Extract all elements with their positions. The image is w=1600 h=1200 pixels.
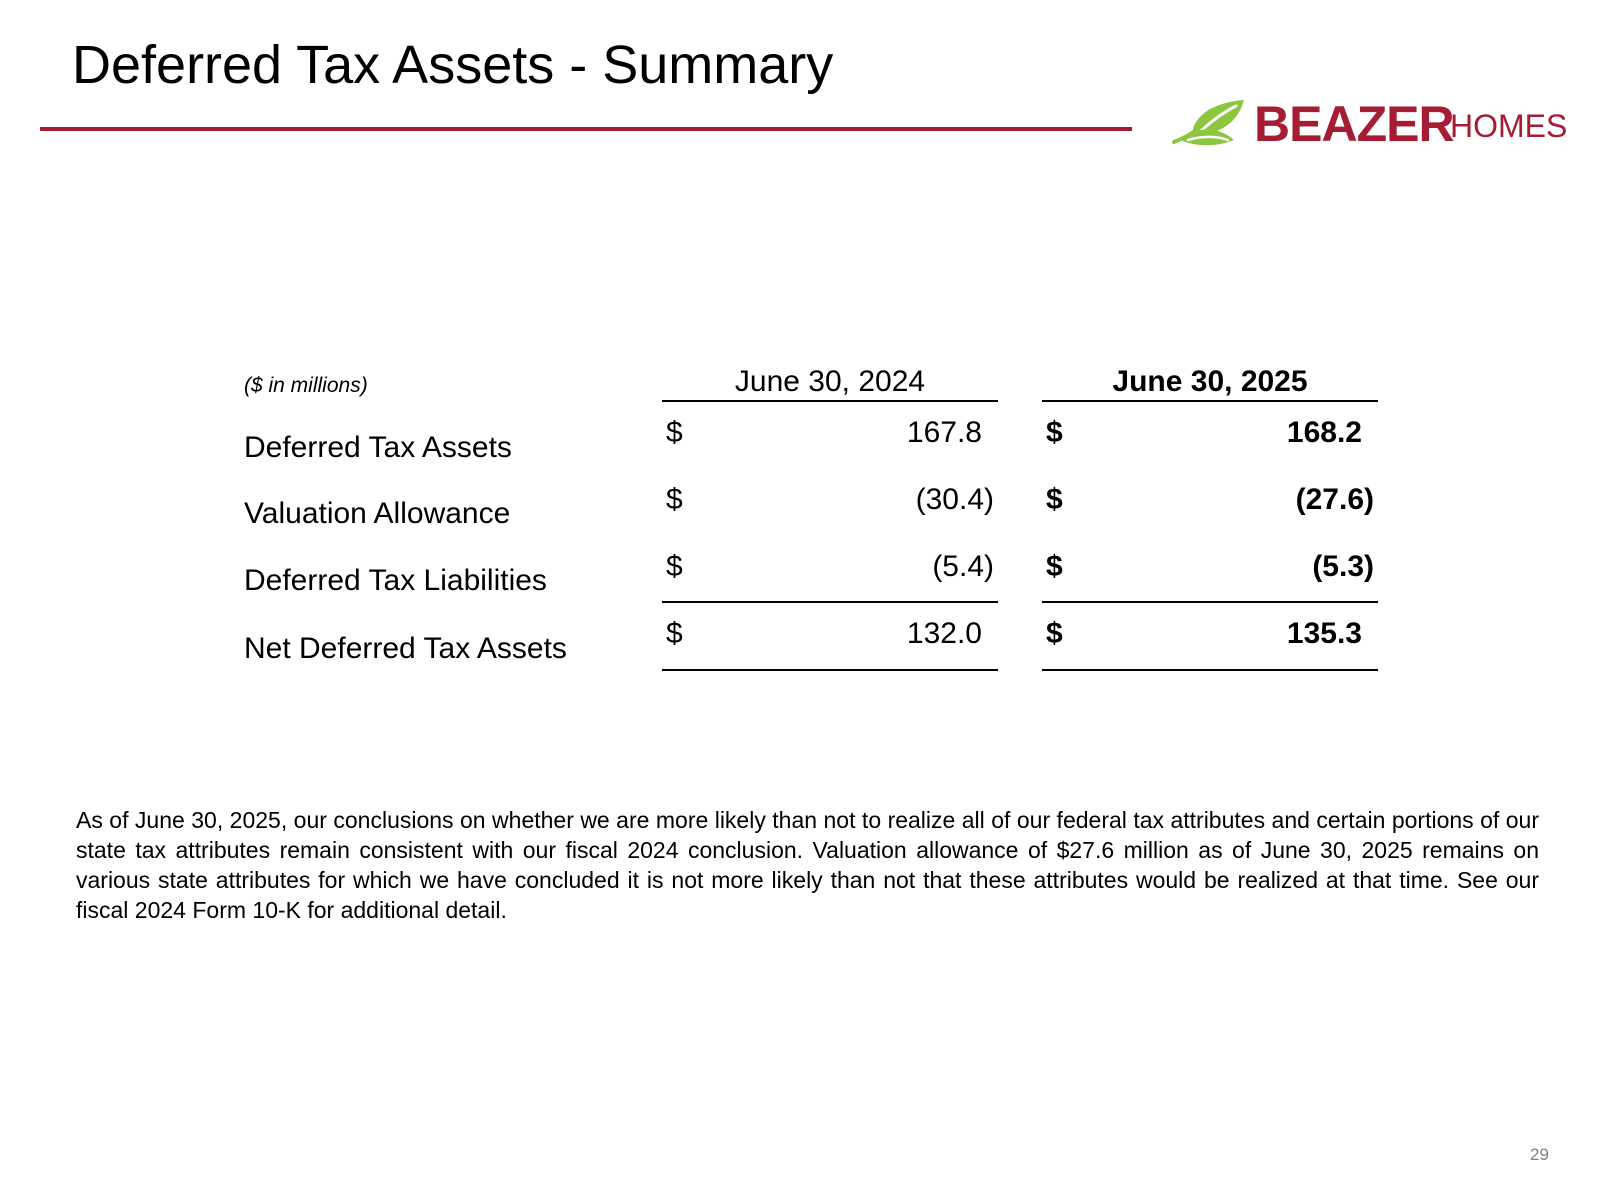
page-number: 29 bbox=[1530, 1145, 1549, 1164]
title-underline bbox=[40, 127, 1132, 131]
subtotal-rule-2025 bbox=[1042, 601, 1378, 603]
currency-symbol: $ bbox=[1046, 483, 1063, 516]
value-2025: (27.6) bbox=[1295, 483, 1374, 516]
row-label: Deferred Tax Liabilities bbox=[244, 564, 547, 597]
currency-symbol: $ bbox=[1046, 550, 1063, 583]
total-rule-2024 bbox=[662, 669, 998, 671]
logo-sub-text: HOMES bbox=[1450, 108, 1568, 144]
units-note: ($ in millions) bbox=[244, 374, 368, 397]
total-value-2025: 135.3 bbox=[1286, 617, 1362, 650]
value-2025: 168.2 bbox=[1286, 416, 1362, 449]
value-2024: (5.4) bbox=[932, 550, 994, 583]
value-2024: 167.8 bbox=[906, 416, 982, 449]
header-rule-2024 bbox=[662, 400, 998, 402]
currency-symbol: $ bbox=[666, 416, 683, 449]
currency-symbol: $ bbox=[666, 550, 683, 583]
subtotal-rule-2024 bbox=[662, 601, 998, 603]
row-label: Deferred Tax Assets bbox=[244, 431, 512, 464]
logo-brand-text: BEAZER bbox=[1254, 96, 1455, 152]
row-label: Valuation Allowance bbox=[244, 497, 511, 530]
total-rule-2025 bbox=[1042, 669, 1378, 671]
header-rule-2025 bbox=[1042, 400, 1378, 402]
total-value-2024: 132.0 bbox=[906, 617, 982, 650]
value-2025: (5.3) bbox=[1312, 550, 1374, 583]
footnote-paragraph: As of June 30, 2025, our conclusions on … bbox=[76, 807, 1539, 923]
total-row-label: Net Deferred Tax Assets bbox=[244, 632, 567, 665]
currency-symbol: $ bbox=[666, 483, 683, 516]
column-header-2025: June 30, 2025 bbox=[1112, 365, 1308, 398]
leaf-logo-icon bbox=[1172, 100, 1244, 146]
beazer-homes-logo: BEAZER HOMES bbox=[1170, 92, 1570, 152]
currency-symbol: $ bbox=[666, 617, 683, 650]
value-2024: (30.4) bbox=[915, 483, 994, 516]
slide-title: Deferred Tax Assets - Summary bbox=[72, 35, 834, 95]
column-header-2024: June 30, 2024 bbox=[734, 365, 926, 398]
currency-symbol: $ bbox=[1046, 617, 1063, 650]
currency-symbol: $ bbox=[1046, 416, 1063, 449]
